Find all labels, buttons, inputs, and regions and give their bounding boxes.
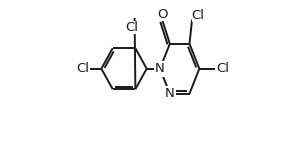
Text: N: N [165,87,175,100]
Text: Cl: Cl [192,9,205,22]
Text: Cl: Cl [125,21,138,34]
Text: Cl: Cl [216,62,229,75]
Text: Cl: Cl [76,62,89,75]
Text: N: N [155,62,165,75]
Text: O: O [157,8,168,22]
